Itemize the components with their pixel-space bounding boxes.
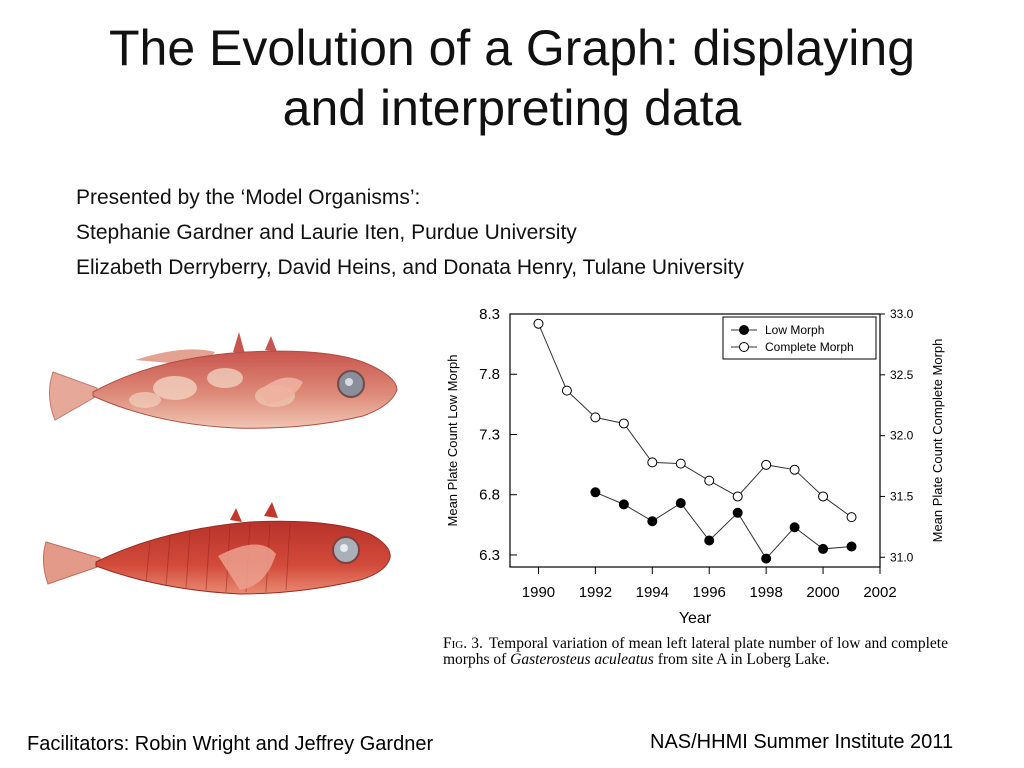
complete-morph-point — [704, 475, 715, 486]
y-right-tick-label: 32.0 — [890, 429, 914, 443]
low-morph-point — [818, 543, 829, 554]
presenters-line-3: Elizabeth Derryberry, David Heins, and D… — [76, 256, 745, 279]
y-left-tick-label: 6.3 — [479, 547, 500, 564]
low-morph-point — [618, 499, 629, 510]
x-tick-label: 1994 — [636, 584, 669, 601]
y-right-tick-label: 31.5 — [890, 489, 914, 503]
x-tick-label: 2000 — [806, 584, 839, 601]
legend-complete-morph-marker — [739, 342, 749, 352]
figure-label: Fig. 3. — [443, 635, 483, 652]
fish-top-image — [49, 332, 398, 429]
y-left-tick-label: 7.3 — [479, 426, 500, 443]
y-left-tick-label: 7.8 — [479, 366, 500, 383]
legend-label: Complete Morph — [765, 340, 854, 354]
figure-caption: Fig. 3. Temporal variation of mean left l… — [443, 636, 948, 668]
x-axis-label: Year — [679, 610, 712, 627]
institute-text: NAS/HHMI Summer Institute 2011 — [650, 731, 954, 753]
presenters-line-2: Stephanie Gardner and Laurie Iten, Purdu… — [76, 221, 577, 244]
x-tick-label: 1996 — [693, 584, 726, 601]
complete-morph-point — [561, 385, 572, 396]
x-tick-label: 1998 — [749, 584, 782, 601]
y-left-tick-label: 8.3 — [479, 306, 500, 323]
presenters-block: Presented by the ‘Model Organisms’: Step… — [76, 180, 976, 285]
x-tick-label: 1990 — [522, 584, 555, 601]
series-line-complete-morph — [538, 323, 852, 518]
caption-text-2: from site A in Loberg Lake. — [653, 651, 830, 668]
low-morph-point — [647, 516, 658, 527]
caption-species: Gasterosteus aculeatus — [510, 651, 654, 668]
fish-bottom-image — [42, 502, 391, 595]
complete-morph-point — [675, 458, 686, 469]
slide-title-line-1: The Evolution of a Graph: displaying — [108, 20, 916, 76]
y-left-tick-label: 6.8 — [479, 487, 500, 504]
complete-morph-point — [732, 491, 743, 502]
complete-morph-point — [533, 318, 544, 329]
complete-morph-point — [618, 418, 629, 429]
legend-label: Low Morph — [765, 323, 824, 337]
complete-morph-point — [846, 512, 857, 523]
y-left-axis-label: Mean Plate Count Low Morph — [445, 355, 460, 527]
low-morph-point — [732, 507, 743, 518]
y-right-tick-label: 33.0 — [890, 307, 914, 321]
complete-morph-point — [647, 457, 658, 468]
low-morph-point — [789, 522, 800, 533]
series-line-low-morph — [595, 491, 852, 560]
y-right-tick-label: 31.0 — [890, 550, 914, 564]
y-right-tick-label: 32.5 — [890, 368, 914, 382]
complete-morph-point — [789, 464, 800, 475]
complete-morph-point — [818, 491, 829, 502]
complete-morph-point — [590, 412, 601, 423]
legend-low-morph-marker — [739, 325, 749, 335]
x-tick-label: 2002 — [863, 584, 896, 601]
low-morph-point — [590, 487, 601, 498]
presenters-line-1: Presented by the ‘Model Organisms’: — [76, 186, 421, 209]
plate-count-chart: 1990 1992 1994 1996 1998 2000 2002 6.3 6.8 7.3 7.8… — [445, 306, 945, 627]
facilitators-text: Facilitators: Robin Wright and Jeffrey G… — [27, 733, 434, 755]
legend-box — [722, 316, 877, 360]
low-morph-point — [704, 535, 715, 546]
low-morph-point — [846, 541, 857, 552]
plot-frame — [509, 313, 881, 568]
y-right-axis-label: Mean Plate Count Complete Morph — [930, 339, 945, 543]
low-morph-point — [761, 553, 772, 564]
slide-title-line-2: and interpreting data — [282, 80, 742, 136]
complete-morph-point — [761, 459, 772, 470]
caption-text-1: Temporal variation of mean left lateral … — [443, 635, 948, 668]
x-tick-label: 1992 — [579, 584, 612, 601]
slide-title: The Evolution of a Graph: displaying and… — [20, 18, 1004, 138]
low-morph-point — [675, 498, 686, 509]
